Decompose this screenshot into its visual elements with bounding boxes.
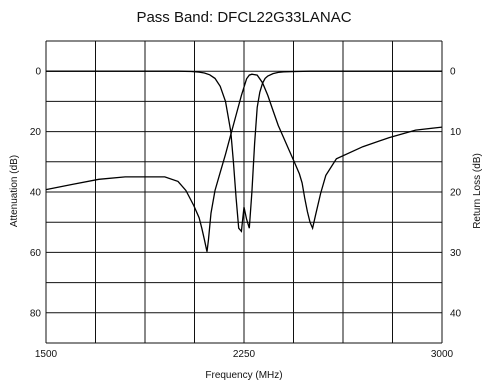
x-tick-label: 2250 [233,349,256,360]
series-lines [45,70,443,252]
y-tick-label-left: 80 [30,308,42,319]
x-tick-label: 1500 [35,349,58,360]
y-axis-label-right: Return Loss (dB) [472,153,482,229]
y-tick-label-left: 20 [30,127,42,138]
attenuation-line [45,73,443,252]
y-tick-label-left: 0 [35,67,41,78]
y-tick-label-right: 40 [450,308,462,319]
x-axis-label: Frequency (MHz) [205,370,282,381]
y-tick-label-left: 60 [30,248,42,259]
tick-labels: 1500 2250 3000 0 20 40 60 80 0 10 20 30 40 [30,67,462,360]
y-tick-label-right: 0 [450,67,456,78]
y-tick-label-right: 20 [450,188,462,199]
return-loss-line [46,70,442,233]
y-tick-label-left: 40 [30,188,42,199]
y-tick-label-right: 30 [450,248,462,259]
x-tick-label: 3000 [431,349,454,360]
chart-title: Pass Band: DFCL22G33LANAC [136,9,351,26]
y-tick-label-right: 10 [450,127,462,138]
y-axis-label-left: Attenuation (dB) [9,155,20,227]
